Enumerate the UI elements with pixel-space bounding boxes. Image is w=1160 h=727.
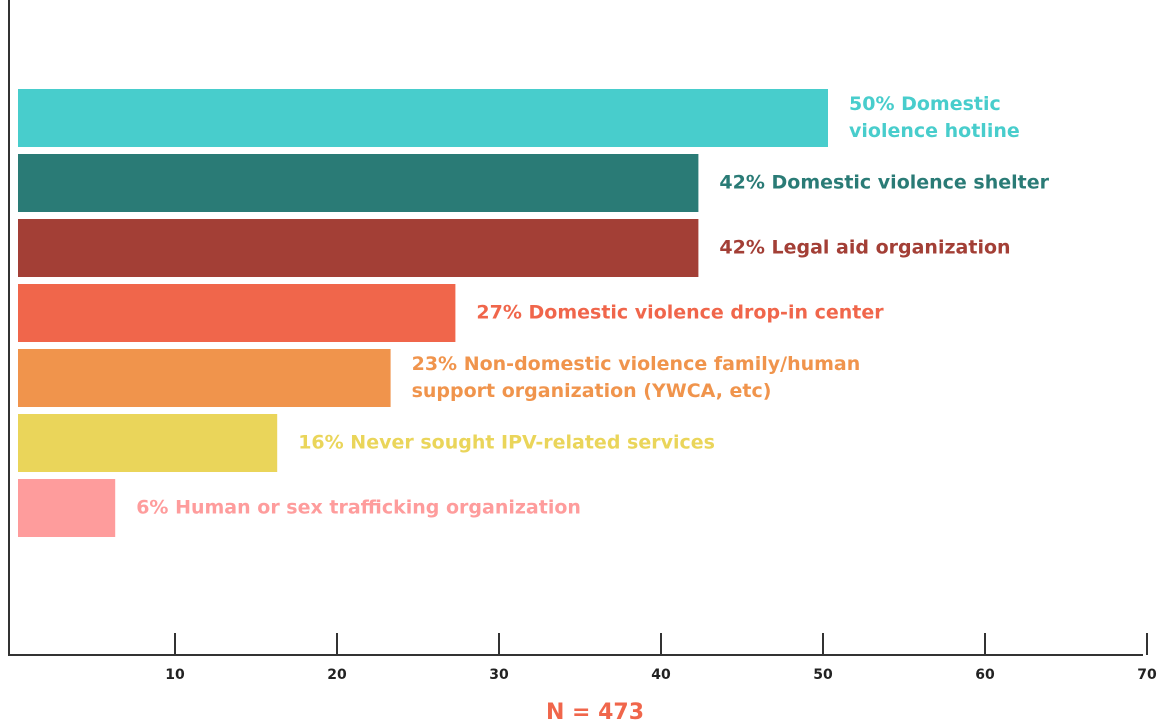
value-label: 23%	[411, 353, 458, 375]
bar-label: 23% Non-domestic violence family/human s…	[412, 351, 922, 405]
value-label: 42%	[719, 236, 765, 259]
bar	[18, 219, 699, 277]
x-tick-label: 40	[651, 667, 671, 683]
x-tick-label: 10	[165, 667, 185, 683]
bar	[18, 284, 456, 342]
category-label: Human or sex trafficking organization	[175, 496, 581, 519]
bar-label: 42% Domestic violence shelter	[719, 170, 1049, 197]
bar	[18, 349, 391, 407]
x-tick-label: 70	[1137, 667, 1157, 683]
category-label: Domestic violence shelter	[771, 171, 1050, 194]
bar	[18, 89, 828, 147]
x-tick-label: 60	[975, 667, 995, 683]
x-tick-label: 20	[327, 667, 347, 683]
value-label: 42%	[719, 171, 765, 194]
bar-label: 16% Never sought IPV-related services	[298, 430, 715, 457]
bar	[18, 154, 699, 212]
value-label: 27%	[476, 301, 522, 324]
category-label: Domestic violence drop-in center	[528, 301, 884, 324]
bar-label: 27% Domestic violence drop-in center	[476, 300, 883, 327]
bar-label: 42% Legal aid organization	[719, 235, 1010, 262]
x-tick-label: 50	[813, 667, 833, 683]
bar	[18, 414, 278, 472]
bar	[18, 479, 116, 537]
x-tick-label: 30	[489, 667, 509, 683]
bar-label: 50% Domestic violence hotline	[849, 91, 1049, 145]
value-label: 6%	[136, 496, 169, 519]
category-label: Legal aid organization	[771, 236, 1011, 259]
value-label: 16%	[298, 431, 344, 454]
value-label: 50%	[849, 93, 895, 115]
category-label: Non-domestic violence family/human suppo…	[411, 353, 861, 402]
category-label: Domestic violence hotline	[849, 93, 1020, 142]
x-axis-label: N = 473	[545, 700, 645, 725]
category-label: Never sought IPV-related services	[350, 431, 715, 454]
bar-label: 6% Human or sex trafficking organization	[136, 495, 581, 522]
